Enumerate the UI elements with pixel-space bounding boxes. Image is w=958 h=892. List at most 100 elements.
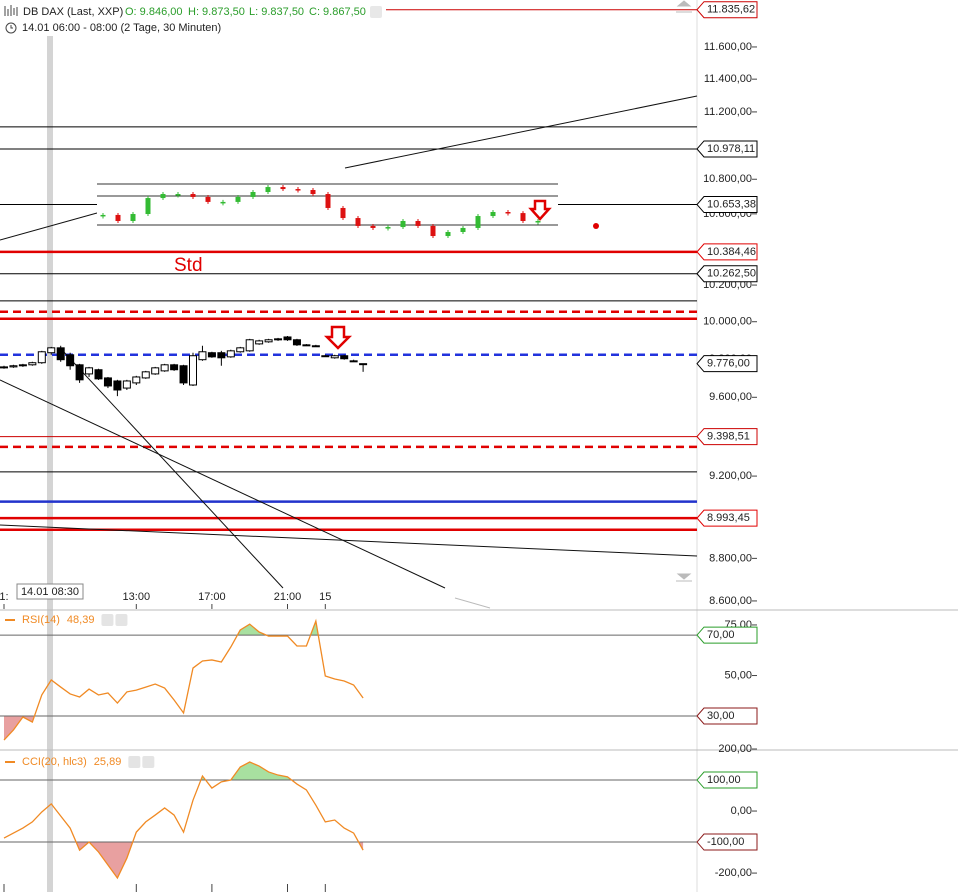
- candle-body: [236, 347, 245, 353]
- candle-body: [85, 367, 94, 375]
- annotation: Std: [174, 255, 203, 276]
- x-tick-label: 13:00: [123, 591, 151, 603]
- x-tick-label: 1:: [0, 591, 9, 603]
- chart-icon: [4, 5, 18, 16]
- candle-body: [274, 338, 283, 341]
- panel-button[interactable]: [142, 756, 155, 768]
- threshold-tag: 30,00: [707, 710, 735, 722]
- price-tag-box: [696, 243, 758, 261]
- candle-body: [28, 362, 37, 366]
- candle-body: [47, 347, 56, 354]
- clock-icon: [5, 22, 17, 34]
- crosshair-label: 14.01 08:30: [21, 586, 79, 598]
- y-tick-label: 11.200,00: [704, 106, 752, 118]
- candle-body: [189, 355, 197, 386]
- candle-body: [94, 369, 103, 380]
- threshold-tag: 100,00: [707, 774, 741, 786]
- inset-candle: [325, 194, 331, 208]
- candle-body: [151, 367, 160, 375]
- y-tick-label: 200,00: [718, 743, 752, 755]
- inset-candle: [160, 194, 166, 199]
- y-tick-label: 8.600,00: [709, 595, 752, 607]
- candle-body: [349, 360, 358, 363]
- sell-arrow: [528, 199, 552, 221]
- settings-icon[interactable]: [370, 6, 382, 18]
- inset-candle: [175, 194, 181, 196]
- header-bg: [0, 0, 386, 36]
- y-tick-label: 50,00: [724, 669, 752, 681]
- threshold-tag: -100,00: [707, 836, 744, 848]
- candle-body: [37, 351, 46, 364]
- indicator-title: RSI(14): [22, 614, 60, 626]
- threshold-tag-box: [696, 833, 758, 851]
- indicator-value: 48,39: [67, 614, 95, 626]
- candle-body: [255, 340, 264, 345]
- inset-candle: [250, 192, 256, 197]
- icons: [323, 199, 599, 350]
- x-tick-label: 21:00: [274, 591, 302, 603]
- price-tag: 11.835,62: [707, 4, 755, 16]
- clock-icon: [10, 25, 13, 29]
- indicator-title: CCI(20, hlc3): [22, 756, 87, 768]
- price-tag-box: [696, 355, 758, 373]
- inset-candle: [220, 201, 226, 204]
- price-tag-box: [696, 1, 758, 19]
- y-tick-label: 9.200,00: [709, 470, 752, 482]
- y-tick-label: -200,00: [715, 867, 752, 879]
- candle-body: [226, 350, 235, 358]
- candle-body: [264, 339, 273, 343]
- candle-body: [217, 352, 226, 359]
- inset-candle: [460, 227, 466, 232]
- candle-body: [340, 355, 349, 360]
- candle-body: [132, 376, 141, 384]
- price-tag: 10.978,11: [707, 143, 755, 155]
- inset: [97, 181, 558, 239]
- trend-line: [0, 212, 98, 241]
- candle-body: [321, 355, 330, 358]
- scroll-down[interactable]: [676, 573, 692, 582]
- threshold-tag-box: [696, 707, 758, 725]
- candle-body: [75, 364, 84, 381]
- candle-body: [160, 364, 169, 372]
- candle-body: [179, 365, 188, 384]
- scroll-up[interactable]: [676, 0, 692, 13]
- price-tag: 9.776,00: [707, 358, 750, 370]
- inset-candle: [445, 231, 451, 237]
- inset-candle: [475, 216, 481, 228]
- inset-candle: [280, 187, 286, 190]
- price-tag: 10.384,46: [707, 246, 756, 258]
- trend-lines: [0, 95, 698, 609]
- panel-button[interactable]: [128, 756, 141, 768]
- candle-body: [330, 355, 339, 359]
- candle-body: [245, 339, 254, 352]
- price-tag: 8.993,45: [707, 512, 750, 524]
- candle-body: [113, 380, 122, 391]
- inset-candle: [400, 220, 406, 228]
- inset-candle: [115, 214, 121, 221]
- candle-body: [302, 344, 311, 347]
- price-tag-box: [696, 509, 758, 527]
- main-plot: 1: 13:00 17:00 21:00 15: [0, 336, 368, 892]
- indicator-line: [3, 761, 364, 880]
- price-axis: 11.600,0011.400,0011.200,0011.000,0010.8…: [696, 1, 758, 879]
- trend-line: [454, 597, 491, 609]
- x-tick-label: 15: [319, 591, 331, 603]
- inset-candle: [310, 189, 316, 195]
- sell-arrow: [323, 325, 353, 350]
- crosshair: [47, 0, 53, 892]
- candle-body: [9, 365, 18, 368]
- threshold-fill: [200, 762, 292, 781]
- ohlc-label: C: 9.867,50: [309, 6, 366, 18]
- threshold-tag-box: [696, 771, 758, 789]
- inset-candle: [145, 198, 151, 215]
- candle-body: [170, 364, 179, 371]
- header: DB DAX (Last, XXP) O: 9.846,00 H: 9.873,…: [0, 0, 692, 600]
- chart-title: DB DAX (Last, XXP): [23, 6, 123, 18]
- candle-body: [311, 345, 320, 348]
- y-tick-label: 11.600,00: [704, 41, 752, 53]
- ohlc-label: O: 9.846,00: [125, 6, 183, 18]
- inset-candle: [385, 227, 391, 229]
- panel-button[interactable]: [115, 614, 128, 626]
- panel-button[interactable]: [101, 614, 114, 626]
- marker: [593, 223, 599, 229]
